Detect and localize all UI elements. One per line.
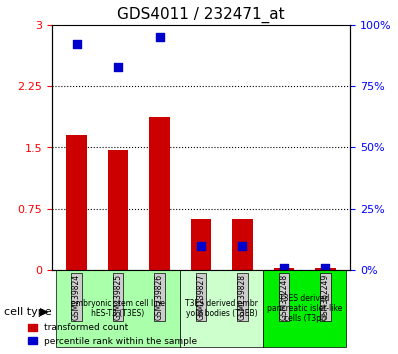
FancyBboxPatch shape [263, 270, 346, 347]
Bar [191, 219, 211, 270]
Bar [273, 268, 294, 270]
Point [239, 243, 246, 249]
Text: GSM239825: GSM239825 [113, 274, 123, 320]
Text: embryonic stem cell line
hES-T3 (T3ES): embryonic stem cell line hES-T3 (T3ES) [71, 299, 165, 318]
Legend: transformed count, percentile rank within the sample: transformed count, percentile rank withi… [24, 320, 201, 349]
Title: GDS4011 / 232471_at: GDS4011 / 232471_at [117, 7, 285, 23]
Bar [66, 135, 87, 270]
Bar [108, 150, 129, 270]
Bar [232, 219, 253, 270]
Text: GSM362249: GSM362249 [321, 274, 330, 320]
Text: GSM362248: GSM362248 [279, 274, 289, 320]
Text: T3ES derived
pancreatic islet-like
cells (T3pi): T3ES derived pancreatic islet-like cells… [267, 294, 342, 324]
Text: ▶: ▶ [40, 307, 48, 316]
Point [198, 243, 204, 249]
Bar [315, 268, 336, 270]
Text: GSM239826: GSM239826 [155, 274, 164, 320]
Text: T3ES derived embr
yoid bodies (T3EB): T3ES derived embr yoid bodies (T3EB) [185, 299, 258, 318]
Point [156, 34, 163, 40]
Point [74, 41, 80, 47]
Bar [149, 117, 170, 270]
FancyBboxPatch shape [180, 270, 263, 347]
Point [115, 64, 121, 69]
Text: GSM239827: GSM239827 [197, 274, 205, 320]
Text: GSM239824: GSM239824 [72, 274, 81, 320]
Point [322, 265, 329, 270]
Text: cell type: cell type [4, 307, 52, 316]
Text: GSM239828: GSM239828 [238, 274, 247, 320]
Point [281, 265, 287, 270]
FancyBboxPatch shape [56, 270, 180, 347]
